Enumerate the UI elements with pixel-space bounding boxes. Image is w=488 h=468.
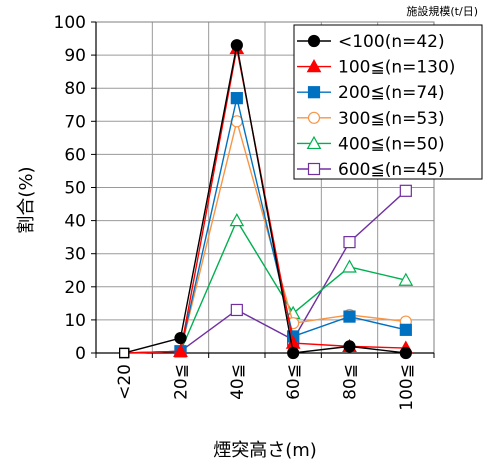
series-5 xyxy=(119,213,414,359)
legend-title: 施設規模(t/日) xyxy=(406,4,478,18)
data-point xyxy=(230,39,243,52)
data-point xyxy=(230,92,243,105)
data-point xyxy=(306,59,322,73)
y-axis-label: 割合(%) xyxy=(16,166,37,233)
legend-item: 200≦(n=74) xyxy=(297,83,445,103)
y-tick-label: 0 xyxy=(75,344,86,364)
data-point xyxy=(307,86,321,99)
y-tick-label: 40 xyxy=(64,212,86,232)
y-tick-label: 30 xyxy=(64,245,86,265)
data-point xyxy=(342,259,357,273)
series-line xyxy=(123,45,406,354)
data-point xyxy=(398,272,414,286)
legend-label: 600≦(n=45) xyxy=(338,160,445,180)
data-point xyxy=(307,34,321,48)
data-point xyxy=(399,346,412,360)
legend-label: <100(n=42) xyxy=(338,32,445,52)
legend-item: <100(n=42) xyxy=(297,32,445,52)
y-tick-label: 90 xyxy=(64,46,86,66)
data-point xyxy=(307,162,321,176)
legend-item: 600≦(n=45) xyxy=(297,160,445,180)
y-tick-label: 20 xyxy=(64,278,86,298)
data-point xyxy=(399,184,412,197)
data-point xyxy=(119,347,130,359)
x-tick-label: 40≦ xyxy=(228,364,248,400)
legend-label: 100≦(n=130) xyxy=(338,58,455,78)
x-tick-label: <20 xyxy=(115,364,135,400)
legend-label: 200≦(n=74) xyxy=(338,83,445,103)
y-tick-label: 50 xyxy=(64,179,86,199)
data-point xyxy=(229,213,245,227)
data-point xyxy=(174,332,187,345)
x-tick-label: 80≦ xyxy=(341,364,361,400)
axes xyxy=(91,21,435,358)
y-tick-label: 60 xyxy=(64,145,86,165)
data-point xyxy=(343,340,356,353)
data-point xyxy=(173,343,188,358)
y-tick-label: 70 xyxy=(64,112,86,132)
series-group xyxy=(119,39,414,360)
legend-item: 100≦(n=130) xyxy=(297,58,455,78)
data-point xyxy=(306,135,322,150)
y-tick-label: 10 xyxy=(64,311,86,331)
x-tick-label: 60≦ xyxy=(284,364,304,400)
y-ticks: 0 10 20 30 40 50 60 70 80 90 100 xyxy=(54,13,86,364)
legend-label: 400≦(n=50) xyxy=(338,134,445,154)
data-point xyxy=(343,236,356,249)
legend-item: 300≦(n=53) xyxy=(297,109,445,129)
y-tick-label: 100 xyxy=(54,13,86,33)
data-point xyxy=(307,111,321,124)
grid xyxy=(96,22,434,353)
x-ticks: <20 20≦ 40≦ 60≦ 80≦ 100≦ xyxy=(115,364,417,411)
data-point xyxy=(399,323,412,336)
data-point xyxy=(343,310,356,323)
x-tick-label: 20≦ xyxy=(172,364,192,400)
legend: 施設規模(t/日) <100(n=42) 100≦(n=130) 200≦(n=74… xyxy=(293,4,483,180)
legend-label: 300≦(n=53) xyxy=(338,109,445,129)
legend-box xyxy=(293,24,483,180)
data-point xyxy=(287,346,300,360)
x-tick-label: 100≦ xyxy=(397,364,417,411)
legend-item: 400≦(n=50) xyxy=(297,134,445,154)
y-tick-label: 80 xyxy=(64,79,86,99)
series-1 xyxy=(119,39,412,360)
x-axis-label: 煙突高さ(m) xyxy=(213,440,317,461)
data-point xyxy=(230,303,243,317)
